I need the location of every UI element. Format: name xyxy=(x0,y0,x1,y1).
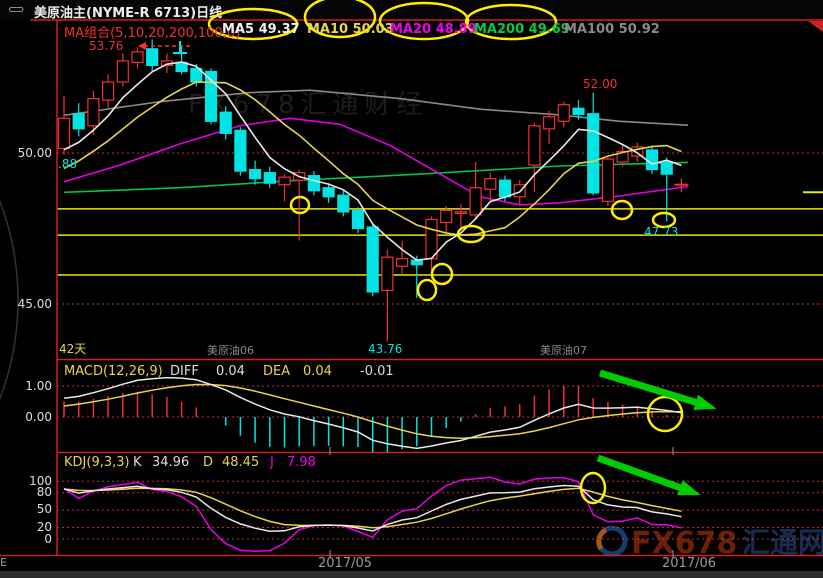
main-y-label: 45.00 xyxy=(17,297,52,311)
contract-label: 美原油07 xyxy=(540,344,587,357)
ma-value-label: MA100 50.92 xyxy=(564,22,660,37)
ma-combo-label: MA组合(5,10,20,200,100,0) xyxy=(64,26,241,41)
macd-hist-value: -0.01 xyxy=(360,364,394,379)
trend-arrow xyxy=(596,454,687,493)
ma-value-label: MA200 49.69 xyxy=(474,22,570,37)
chart-title: 美原油主(NYME-R 6713)日线 xyxy=(34,6,223,21)
ma-value-label: MA5 49.37 xyxy=(222,22,300,37)
kdj-y-label: 100 xyxy=(29,474,52,488)
kdj-k-value: 34.96 xyxy=(152,455,190,470)
kdj-d-label: D xyxy=(203,455,214,470)
annotation-circle xyxy=(416,278,438,302)
trend-arrow xyxy=(598,369,703,408)
date-label: 2017/06 xyxy=(662,556,717,571)
annotation-circle xyxy=(456,224,486,244)
price-annotation: 42天 xyxy=(59,342,87,356)
main-y-label: 50.00 xyxy=(17,146,52,160)
macd-title: MACD(12,26,9) xyxy=(64,364,163,379)
annotation-circle xyxy=(430,262,454,286)
macd-diff-label: DIFF xyxy=(170,364,199,379)
price-annotation: 47.73 xyxy=(644,225,679,239)
price-annotation: .88 xyxy=(58,157,78,171)
kdj-y-label: 0 xyxy=(44,532,52,546)
macd-dea-label: DEA xyxy=(263,364,291,379)
ma-value-label: MA10 50.03 xyxy=(307,22,394,37)
price-annotation: 43.76 xyxy=(368,342,403,356)
kdj-y-label: 20 xyxy=(36,520,52,534)
annotation-circle xyxy=(646,395,684,433)
kdj-y-label: 80 xyxy=(36,485,52,499)
contract-label: 美原油06 xyxy=(207,344,254,357)
kdj-y-label: 50 xyxy=(36,502,52,516)
annotation-circle xyxy=(289,195,311,215)
annotation-circle xyxy=(651,211,677,229)
annotation-circle xyxy=(610,199,634,221)
status-strip xyxy=(0,571,823,578)
ma-indicator-row: MA组合(5,10,20,200,100,0) MA5 49.37 MA10 50… xyxy=(0,22,823,41)
date-label: 2017/05 xyxy=(318,556,373,571)
kdj-j-value: 7.98 xyxy=(287,455,316,470)
macd-dea-value: 0.04 xyxy=(303,364,332,379)
annotation-circle xyxy=(579,471,607,505)
watermark-fx678: FX678 xyxy=(631,526,737,561)
price-annotation: 53.76 xyxy=(89,39,124,53)
title-bar: ⊂⊃ 美原油主(NYME-R 6713)日线 xyxy=(0,0,823,21)
kdj-k-label: K xyxy=(133,455,142,470)
macd-diff-value: 0.04 xyxy=(216,364,245,379)
kdj-j-label: J xyxy=(270,455,274,470)
faint-watermark: FX678汇通财经 xyxy=(188,90,428,120)
macd-y-label: 0.00 xyxy=(25,410,52,424)
macd-y-label: 1.00 xyxy=(25,379,52,393)
ma-value-label: MA20 48.89 xyxy=(390,22,477,37)
kdj-title: KDJ(9,3,3) xyxy=(64,455,130,470)
price-annotation: 52.00 xyxy=(583,77,618,91)
kdj-d-value: 48.45 xyxy=(222,455,260,470)
watermark-cn: 汇通网 xyxy=(742,526,823,559)
misc-label: E xyxy=(0,556,7,569)
link-icon[interactable]: ⊂⊃ xyxy=(8,3,25,16)
